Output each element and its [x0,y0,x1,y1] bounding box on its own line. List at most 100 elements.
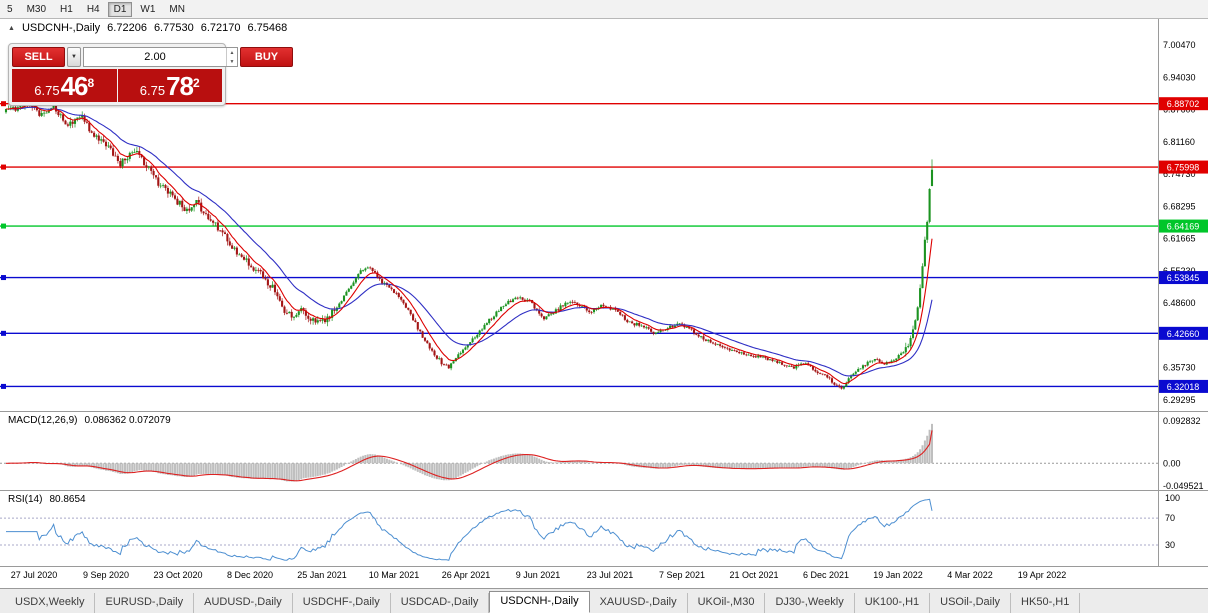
price-tag-6.32018[interactable]: 6.32018 [1159,379,1208,393]
price-tick-label: 6.68295 [1163,201,1196,211]
ohlc-low: 6.72170 [200,22,241,34]
date-label: 19 Apr 2022 [1018,570,1067,580]
price-tag-6.64169[interactable]: 6.64169 [1159,219,1208,233]
volume-stepper[interactable]: ▲ ▼ [226,48,237,66]
horizontal-line-6.32018[interactable] [0,383,1158,389]
timeframe-toolbar: 5 M30 H1 H4 D1 W1 MN [0,0,1208,19]
chart-tab-ukoil-m30[interactable]: UKOil-,M30 [688,593,766,613]
chart-tab-usdcad-daily[interactable]: USDCAD-,Daily [391,593,490,613]
date-label: 25 Jan 2021 [297,570,347,580]
price-tick-label: 6.94030 [1163,72,1196,82]
ma-fast-line[interactable] [6,104,933,385]
sell-price-sup: 8 [87,76,95,90]
chart-tab-usdchf-daily[interactable]: USDCHF-,Daily [293,593,391,613]
timeframe-button-m30[interactable]: M30 [26,3,47,15]
buy-price-big: 78 [166,71,194,101]
price-tag-6.88702[interactable]: 6.88702 [1159,97,1208,111]
date-label: 4 Mar 2022 [947,570,993,580]
timeframe-button-d1[interactable]: D1 [107,1,133,17]
sell-price-small: 6.75 [34,83,60,98]
chart-tab-dj30-weekly[interactable]: DJ30-,Weekly [765,593,855,613]
timeframe-button-h1[interactable]: H1 [60,3,73,15]
price-tag-6.42660[interactable]: 6.42660 [1159,326,1208,340]
horizontal-line-6.53845[interactable] [0,275,1158,281]
buy-button[interactable]: BUY [240,47,293,67]
rsi-axis-label: 70 [1165,513,1175,523]
stepper-down-icon[interactable]: ▼ [229,58,235,65]
ohlc-high: 6.77530 [153,22,194,34]
chevron-down-icon: ▼ [71,54,77,60]
macd-indicator-label: MACD(12,26,9) 0.086362 0.072079 [8,415,171,426]
svg-text:6.75998: 6.75998 [1167,163,1200,173]
sell-button[interactable]: SELL [12,47,65,67]
sell-price-big: 46 [60,71,89,101]
chart-tab-usdx-weekly[interactable]: USDX,Weekly [5,593,96,613]
chart-tab-audusd-daily[interactable]: AUDUSD-,Daily [194,593,293,613]
svg-text:6.53845: 6.53845 [1167,273,1200,283]
chart-tab-usoil-daily[interactable]: USOil-,Daily [930,593,1012,613]
svg-text:6.42660: 6.42660 [1167,329,1200,339]
rsi-indicator-label: RSI(14) 80.8654 [8,494,86,505]
date-label: 19 Jan 2022 [873,570,923,580]
chart-header: ▲ USDCNH-,Daily 6.72206 6.77530 6.72170 … [8,22,287,34]
ma-slow-line[interactable] [6,106,933,377]
buy-price-small: 6.75 [139,83,166,98]
rsi-value: 80.8654 [49,494,86,505]
chart-tab-hk50-h1[interactable]: HK50-,H1 [1011,593,1081,613]
chart-tab-uk100-h1[interactable]: UK100-,H1 [855,593,931,613]
chart-tabbar: USDX,Weekly EURUSD-,Daily AUDUSD-,Daily USD… [0,588,1208,613]
macd-axis-label: 0.00 [1163,458,1181,468]
chart-tab-eurusd-daily[interactable]: EURUSD-,Daily [95,593,195,613]
date-label: 9 Jun 2021 [516,570,561,580]
rsi-axis-label: 30 [1165,540,1175,550]
one-click-trading-panel: SELL ▼ ▲ ▼ BUY 6.75 46 8 [8,43,293,106]
price-tick-label: 6.48600 [1163,298,1196,308]
price-tag-6.53845[interactable]: 6.53845 [1159,271,1208,285]
horizontal-line-6.75998[interactable] [0,164,1158,170]
date-label: 26 Apr 2021 [442,570,491,580]
timeframe-button-mn[interactable]: MN [169,3,185,15]
price-tick-label: 7.00470 [1163,40,1196,50]
date-label: 23 Jul 2021 [587,570,634,580]
chart-tab-usdcnh-daily[interactable]: USDCNH-,Daily [489,591,590,613]
symbol-period-label: USDCNH-,Daily [21,22,101,34]
date-label: 21 Oct 2021 [729,570,778,580]
sell-price-display[interactable]: 6.75 46 8 [12,69,117,102]
volume-input[interactable] [84,48,226,66]
macd-signal-line [6,430,933,482]
stepper-up-icon[interactable]: ▲ [229,49,235,56]
buy-price-sup: 2 [193,76,200,90]
price-tick-label: 6.35730 [1163,363,1196,373]
price-chart[interactable]: 7.004706.940306.876006.811606.747306.682… [0,19,1208,588]
price-tick-label: 6.74730 [1163,169,1196,179]
buy-price-display[interactable]: 6.75 78 2 [117,69,222,102]
macd-axis-label: -0.049521 [1163,481,1204,491]
horizontal-line-6.42660[interactable] [0,330,1158,336]
price-tag-6.75998[interactable]: 6.75998 [1159,160,1208,174]
rsi-axis-label: 100 [1165,493,1180,503]
timeframe-button-5[interactable]: 5 [7,3,13,15]
macd-values: 0.086362 0.072079 [84,415,171,426]
price-tick-label: 6.55230 [1163,266,1196,276]
macd-histogram [7,423,933,482]
date-label: 8 Dec 2020 [227,570,273,580]
price-tick-label: 6.61665 [1163,234,1196,244]
chart-tab-xauusd-daily[interactable]: XAUUSD-,Daily [590,593,688,613]
macd-axis-label: 0.092832 [1163,416,1201,426]
timeframe-button-h4[interactable]: H4 [86,3,100,15]
order-options-dropdown[interactable]: ▼ [67,47,81,67]
macd-name: MACD(12,26,9) [8,415,78,426]
timeframe-button-w1[interactable]: W1 [140,3,156,15]
candles-layer [4,99,934,390]
svg-text:6.32018: 6.32018 [1167,382,1200,392]
date-label: 27 Jul 2020 [11,570,58,580]
time-axis[interactable]: 27 Jul 2020 9 Sep 2020 23 Oct 2020 8 Dec 20… [11,570,1067,580]
price-tick-label: 6.81160 [1163,137,1195,147]
horizontal-line-6.64169[interactable] [0,223,1158,229]
date-label: 10 Mar 2021 [369,570,420,580]
date-label: 9 Sep 2020 [83,570,129,580]
date-label: 6 Dec 2021 [803,570,849,580]
rsi-line [6,498,933,561]
ohlc-close: 6.75468 [247,22,288,34]
collapse-panel-icon[interactable]: ▲ [8,24,15,32]
